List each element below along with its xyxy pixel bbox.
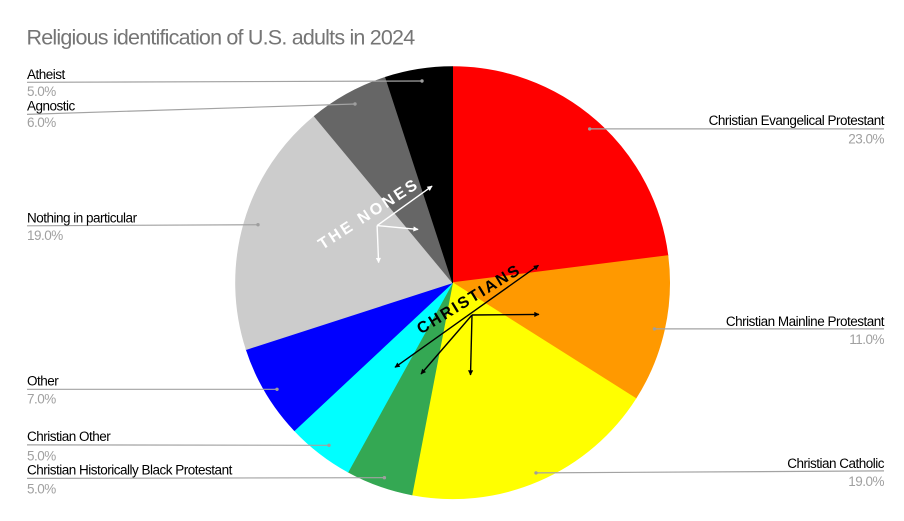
- svg-text:23.0%: 23.0%: [848, 131, 884, 146]
- svg-text:11.0%: 11.0%: [849, 332, 884, 347]
- svg-text:Nothing in particular: Nothing in particular: [27, 211, 138, 226]
- svg-text:Atheist: Atheist: [27, 67, 66, 82]
- svg-text:5.0%: 5.0%: [27, 449, 56, 464]
- svg-text:Christian Other: Christian Other: [27, 429, 111, 444]
- svg-text:19.0%: 19.0%: [848, 474, 884, 489]
- svg-text:Religious identification of U.: Religious identification of U.S. adults …: [27, 26, 416, 50]
- svg-text:Christian Catholic: Christian Catholic: [787, 456, 885, 471]
- svg-text:6.0%: 6.0%: [27, 115, 56, 130]
- svg-text:Christian Historically Black P: Christian Historically Black Protestant: [27, 463, 233, 478]
- svg-text:Agnostic: Agnostic: [27, 98, 76, 113]
- svg-text:5.0%: 5.0%: [27, 481, 56, 496]
- svg-text:19.0%: 19.0%: [27, 228, 63, 243]
- svg-text:5.0%: 5.0%: [27, 84, 56, 99]
- svg-text:7.0%: 7.0%: [27, 392, 56, 407]
- svg-text:Christian Mainline Protestant: Christian Mainline Protestant: [726, 314, 885, 329]
- svg-text:Christian Evangelical Protesta: Christian Evangelical Protestant: [709, 113, 885, 128]
- svg-text:Other: Other: [27, 374, 59, 389]
